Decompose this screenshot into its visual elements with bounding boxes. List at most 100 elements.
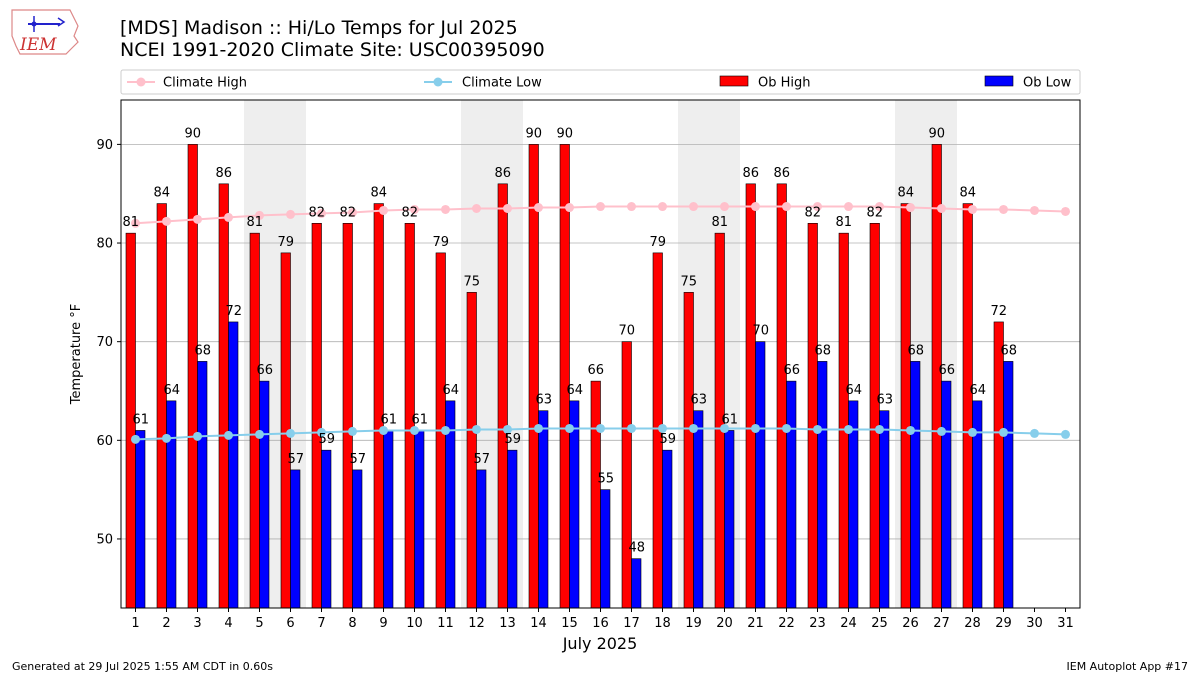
- ob-high-label: 82: [401, 205, 418, 220]
- x-tick-label: 25: [871, 616, 888, 631]
- ob-high-bar: [373, 203, 384, 609]
- climate-low-point: [441, 425, 450, 435]
- x-tick-label: 18: [654, 616, 671, 631]
- climate-low-point: [844, 424, 853, 434]
- y-axis-title: Temperature °F: [69, 304, 84, 405]
- climate-high-point: [596, 202, 605, 212]
- ob-low-label: 57: [473, 452, 490, 467]
- x-tick-label: 15: [561, 616, 578, 631]
- climate-high-point: [410, 204, 419, 214]
- ob-low-label: 59: [318, 432, 335, 447]
- ob-high-bar: [311, 223, 322, 609]
- x-tick-label: 28: [964, 616, 981, 631]
- ob-high-label: 82: [804, 205, 821, 220]
- ob-high-bar: [745, 183, 756, 609]
- ob-low-label: 59: [504, 432, 521, 447]
- ob-high-label: 84: [153, 186, 170, 201]
- climate-high-point: [441, 204, 450, 214]
- climate-high-point: [286, 209, 295, 219]
- ob-high-label: 90: [525, 126, 542, 141]
- climate-high-point: [658, 202, 667, 212]
- climate-high-point: [782, 202, 791, 212]
- climate-high-point: [751, 202, 760, 212]
- climate-high-point: [1030, 205, 1039, 215]
- ob-low-label: 61: [132, 412, 149, 427]
- climate-low-point: [534, 423, 543, 433]
- ob-low-bar: [724, 430, 735, 609]
- climate-low-point: [162, 433, 171, 443]
- climate-high-point: [813, 202, 822, 212]
- ob-low-bar: [631, 558, 642, 609]
- climate-high-point: [162, 216, 171, 226]
- climate-high-point: [875, 202, 884, 212]
- x-tick-label: 16: [592, 616, 609, 631]
- x-tick-label: 3: [193, 616, 201, 631]
- ob-high-bar: [838, 232, 849, 609]
- ob-low-label: 68: [814, 343, 831, 358]
- ob-high-label: 90: [556, 126, 573, 141]
- climate-low-point: [317, 427, 326, 437]
- legend-ob-high-label: Ob High: [758, 76, 811, 91]
- ob-high-bar: [683, 292, 694, 609]
- climate-high-point: [317, 208, 326, 218]
- ob-low-bar: [755, 341, 766, 609]
- x-tick-label: 8: [348, 616, 356, 631]
- climate-high-point: [503, 204, 512, 214]
- climate-low-point: [937, 426, 946, 436]
- climate-high-point: [720, 202, 729, 212]
- climate-high-point: [255, 210, 264, 220]
- climate-low-point: [193, 431, 202, 441]
- chart-title: [MDS] Madison :: Hi/Lo Temps for Jul 202…: [120, 17, 545, 61]
- climate-high-point: [937, 204, 946, 214]
- ob-high-label: 86: [215, 166, 232, 181]
- ob-low-bar: [321, 449, 332, 609]
- x-tick-label: 30: [1026, 616, 1043, 631]
- climate-low-point: [999, 427, 1008, 437]
- ob-low-label: 68: [1000, 343, 1017, 358]
- ob-low-label: 61: [721, 412, 738, 427]
- x-tick-label: 13: [499, 616, 516, 631]
- ob-low-label: 72: [225, 304, 242, 319]
- climate-low-point: [410, 425, 419, 435]
- ob-high-bar: [218, 183, 229, 609]
- ob-low-bar: [879, 410, 890, 609]
- ob-high-label: 81: [122, 215, 139, 230]
- ob-low-bar: [941, 380, 952, 609]
- ob-low-bar: [228, 321, 239, 609]
- ob-low-label: 66: [938, 363, 955, 378]
- ob-high-label: 81: [246, 215, 263, 230]
- climate-low-point: [255, 429, 264, 439]
- ob-high-label: 81: [835, 215, 852, 230]
- climate-low-point: [1030, 428, 1039, 438]
- climate-low-point: [627, 423, 636, 433]
- ob-high-label: 81: [711, 215, 728, 230]
- x-tick-label: 4: [224, 616, 232, 631]
- ob-low-bar: [414, 430, 425, 609]
- ob-high-bar: [342, 223, 353, 609]
- ob-high-label: 86: [742, 166, 759, 181]
- title-line-2: NCEI 1991-2020 Climate Site: USC00395090: [120, 39, 545, 61]
- x-tick-label: 5: [255, 616, 263, 631]
- ob-high-label: 82: [866, 205, 883, 220]
- climate-high-point: [689, 202, 698, 212]
- y-tick-label: 70: [96, 335, 113, 350]
- climate-low-point: [968, 427, 977, 437]
- x-tick-label: 9: [379, 616, 387, 631]
- ob-high-label: 82: [308, 205, 325, 220]
- ob-low-bar: [600, 489, 611, 609]
- ob-low-bar: [290, 469, 301, 609]
- climate-low-point: [720, 423, 729, 433]
- ob-high-bar: [249, 232, 260, 609]
- x-tick-label: 24: [840, 616, 857, 631]
- climate-high-point: [348, 207, 357, 217]
- ob-high-label: 84: [897, 186, 914, 201]
- ob-low-label: 64: [969, 383, 986, 398]
- x-axis-title: July 2025: [562, 634, 638, 653]
- ob-high-bar: [900, 203, 911, 609]
- x-tick-label: 10: [406, 616, 423, 631]
- ob-high-bar: [776, 183, 787, 609]
- climate-low-point: [1061, 429, 1070, 439]
- climate-low-point: [813, 424, 822, 434]
- ob-high-label: 75: [680, 274, 697, 289]
- ob-high-bar: [559, 144, 570, 609]
